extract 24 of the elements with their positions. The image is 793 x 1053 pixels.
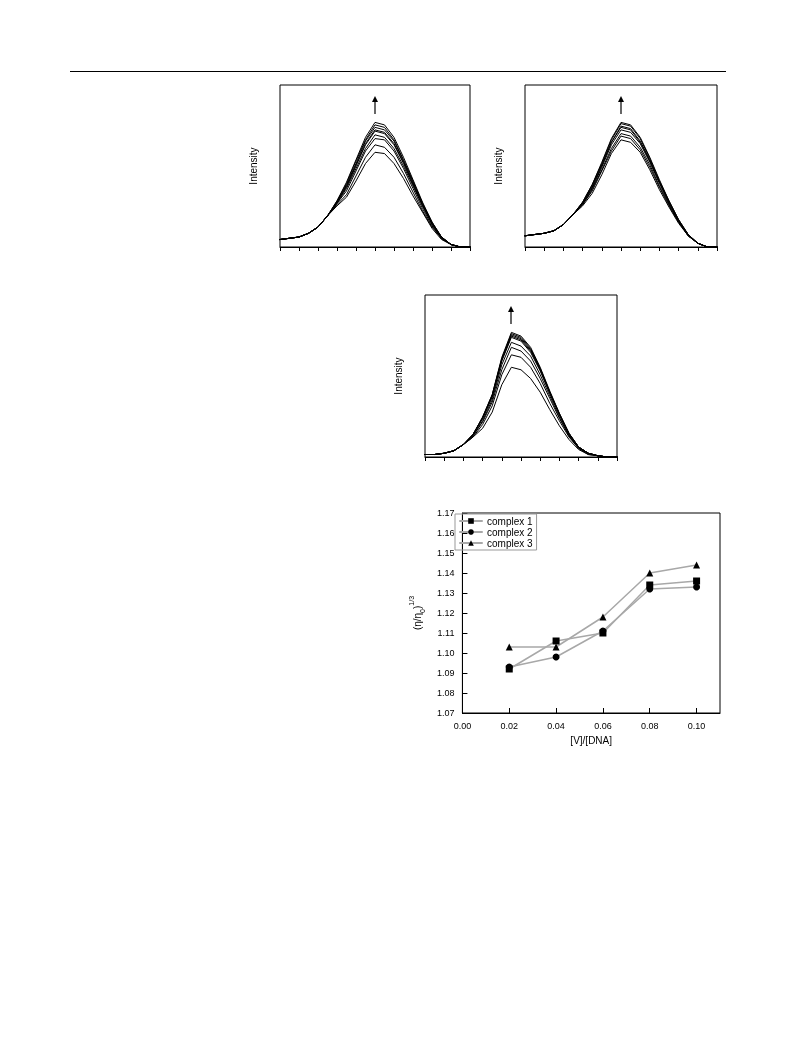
y-tick-label: 1.12: [436, 608, 455, 618]
legend-label: complex 2: [487, 526, 534, 538]
legend-label: complex 1: [487, 515, 534, 527]
y-axis-title: Intensity: [392, 357, 404, 395]
x-tick-label: 0.02: [500, 720, 519, 731]
y-axis-title: Intensity: [247, 147, 259, 185]
y-tick-label: 1.10: [436, 648, 455, 658]
x-tick-label: 0.00: [453, 720, 472, 731]
y-tick-label: 1.07: [436, 708, 455, 718]
y-tick-label: 1.09: [436, 668, 455, 678]
y-tick-label: 1.13: [436, 588, 455, 598]
y-tick-label: 1.14: [436, 568, 455, 578]
x-axis-title: [V]/[DNA]: [570, 734, 613, 746]
x-tick-label: 0.06: [594, 720, 612, 731]
y-tick-label: 1.11: [437, 628, 455, 638]
x-tick-label: 0.10: [687, 720, 706, 731]
y-tick-label: 1.17: [436, 508, 455, 518]
x-tick-label: 0.04: [547, 720, 565, 731]
x-tick-label: 0.08: [640, 720, 659, 731]
y-tick-label: 1.15: [436, 548, 455, 558]
y-axis-title: Intensity: [492, 147, 504, 185]
y-tick-label: 1.16: [436, 528, 455, 538]
y-tick-label: 1.08: [436, 688, 455, 698]
legend-label: complex 3: [487, 537, 534, 549]
